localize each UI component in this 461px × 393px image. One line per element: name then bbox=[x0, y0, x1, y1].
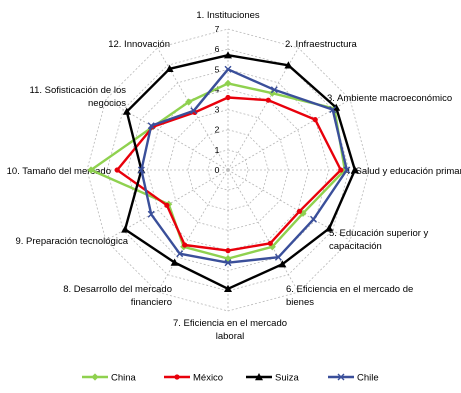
category-label: 12. Innovación bbox=[108, 39, 170, 50]
category-label-line: 8. Desarrollo del mercado bbox=[63, 284, 172, 295]
data-point bbox=[182, 242, 188, 248]
category-label-line: 1. Instituciones bbox=[196, 10, 260, 21]
data-point bbox=[343, 166, 351, 174]
data-point bbox=[337, 373, 345, 381]
grid-spoke bbox=[105, 99, 229, 171]
category-label-line: 7. Eficiencia en el mercado bbox=[173, 318, 287, 329]
data-point bbox=[310, 215, 317, 223]
series-layer bbox=[87, 51, 359, 292]
data-point bbox=[267, 240, 273, 246]
grid-spoke bbox=[157, 169, 229, 293]
category-label: 2. Infraestructura bbox=[285, 39, 358, 50]
data-point bbox=[91, 373, 99, 381]
data-point bbox=[147, 122, 155, 130]
legend-label: Chile bbox=[357, 373, 379, 384]
category-label: 7. Eficiencia en el mercado laboral bbox=[173, 318, 287, 342]
category-label-line: financiero bbox=[131, 297, 172, 308]
data-point bbox=[255, 373, 263, 381]
tick-label: 6 bbox=[215, 44, 220, 54]
category-label-line: 11. Sofisticación de los bbox=[30, 85, 127, 96]
data-point bbox=[225, 94, 231, 101]
data-point bbox=[137, 166, 145, 174]
tick-label: 5 bbox=[215, 64, 220, 74]
category-label: 5. Educación superior y capacitación bbox=[329, 228, 429, 252]
category-label: 11. Sofisticación de los negocios bbox=[30, 85, 127, 109]
data-point bbox=[165, 64, 174, 72]
data-point bbox=[164, 202, 170, 208]
data-point bbox=[268, 89, 276, 97]
category-label-line: negocios bbox=[88, 98, 126, 109]
tick-label: 3 bbox=[215, 105, 220, 115]
legend-item: Suiza bbox=[246, 373, 299, 384]
series-chile bbox=[137, 65, 351, 267]
data-point bbox=[224, 259, 232, 267]
tick-label: 0 bbox=[215, 165, 220, 175]
data-point bbox=[224, 255, 232, 263]
category-label-line: 5. Educación superior y bbox=[329, 228, 429, 239]
category-label-line: laboral bbox=[216, 331, 245, 342]
radar-grid bbox=[86, 28, 370, 312]
data-point bbox=[225, 248, 231, 254]
data-point bbox=[87, 166, 95, 174]
series-line bbox=[123, 54, 357, 290]
data-point bbox=[170, 258, 179, 266]
tick-label: 1 bbox=[215, 145, 220, 155]
category-label-line: 4. Salud y educación primaria bbox=[345, 166, 461, 177]
legend-label: Suiza bbox=[275, 373, 299, 384]
data-point bbox=[341, 166, 349, 174]
grid-spoke bbox=[227, 169, 299, 293]
legend-label: China bbox=[111, 373, 137, 384]
category-label: 8. Desarrollo del mercado financiero bbox=[63, 284, 172, 308]
data-point bbox=[114, 167, 120, 173]
data-point bbox=[325, 224, 334, 232]
data-point bbox=[350, 166, 359, 174]
data-point bbox=[312, 117, 318, 123]
category-label: 1. Instituciones bbox=[196, 10, 260, 21]
data-point bbox=[190, 107, 198, 115]
legend-item: China bbox=[82, 373, 137, 384]
category-label-line: 12. Innovación bbox=[108, 39, 170, 50]
category-label-line: 9. Preparación tecnológica bbox=[16, 236, 129, 247]
data-point bbox=[185, 98, 193, 106]
data-point bbox=[265, 97, 271, 103]
category-label-line: capacitación bbox=[329, 241, 382, 252]
data-point bbox=[278, 260, 287, 268]
series-méxico bbox=[114, 94, 344, 254]
category-label-line: 6. Eficiencia en el mercado de bbox=[286, 284, 413, 295]
tick-label: 7 bbox=[215, 24, 220, 34]
category-label: 6. Eficiencia en el mercado de bienes bbox=[286, 284, 413, 308]
legend-label: México bbox=[193, 373, 223, 384]
legend-item: México bbox=[164, 373, 223, 384]
category-label: 10. Tamaño del mercado bbox=[7, 166, 111, 177]
data-point bbox=[122, 107, 131, 115]
data-point bbox=[296, 208, 303, 214]
tick-label: 2 bbox=[215, 125, 220, 135]
data-point bbox=[224, 65, 232, 73]
category-label-line: 3. Ambiente macroeconómico bbox=[327, 93, 452, 104]
data-point bbox=[329, 106, 337, 114]
legend-item: Chile bbox=[328, 373, 379, 384]
grid-spoke bbox=[227, 99, 351, 171]
data-point bbox=[174, 374, 180, 380]
category-label: 4. Salud y educación primaria bbox=[345, 166, 461, 177]
category-label-line: 2. Infraestructura bbox=[285, 39, 358, 50]
category-label: 3. Ambiente macroeconómico bbox=[327, 93, 452, 104]
data-point bbox=[224, 51, 232, 59]
data-point bbox=[284, 61, 293, 69]
data-point bbox=[224, 79, 232, 87]
category-labels: 1. Instituciones 2. Infraestructura 3. Amb… bbox=[7, 10, 461, 342]
data-point bbox=[274, 253, 282, 261]
legend: China México Suiza Chile bbox=[82, 373, 379, 384]
data-point bbox=[270, 86, 278, 94]
data-point bbox=[121, 225, 130, 233]
data-point bbox=[224, 284, 232, 292]
data-point bbox=[147, 210, 155, 218]
category-label: 9. Preparación tecnológica bbox=[16, 236, 129, 247]
data-point bbox=[176, 250, 184, 258]
category-label-line: 10. Tamaño del mercado bbox=[7, 166, 111, 177]
data-point bbox=[338, 167, 344, 173]
category-label-line: bienes bbox=[286, 297, 314, 308]
